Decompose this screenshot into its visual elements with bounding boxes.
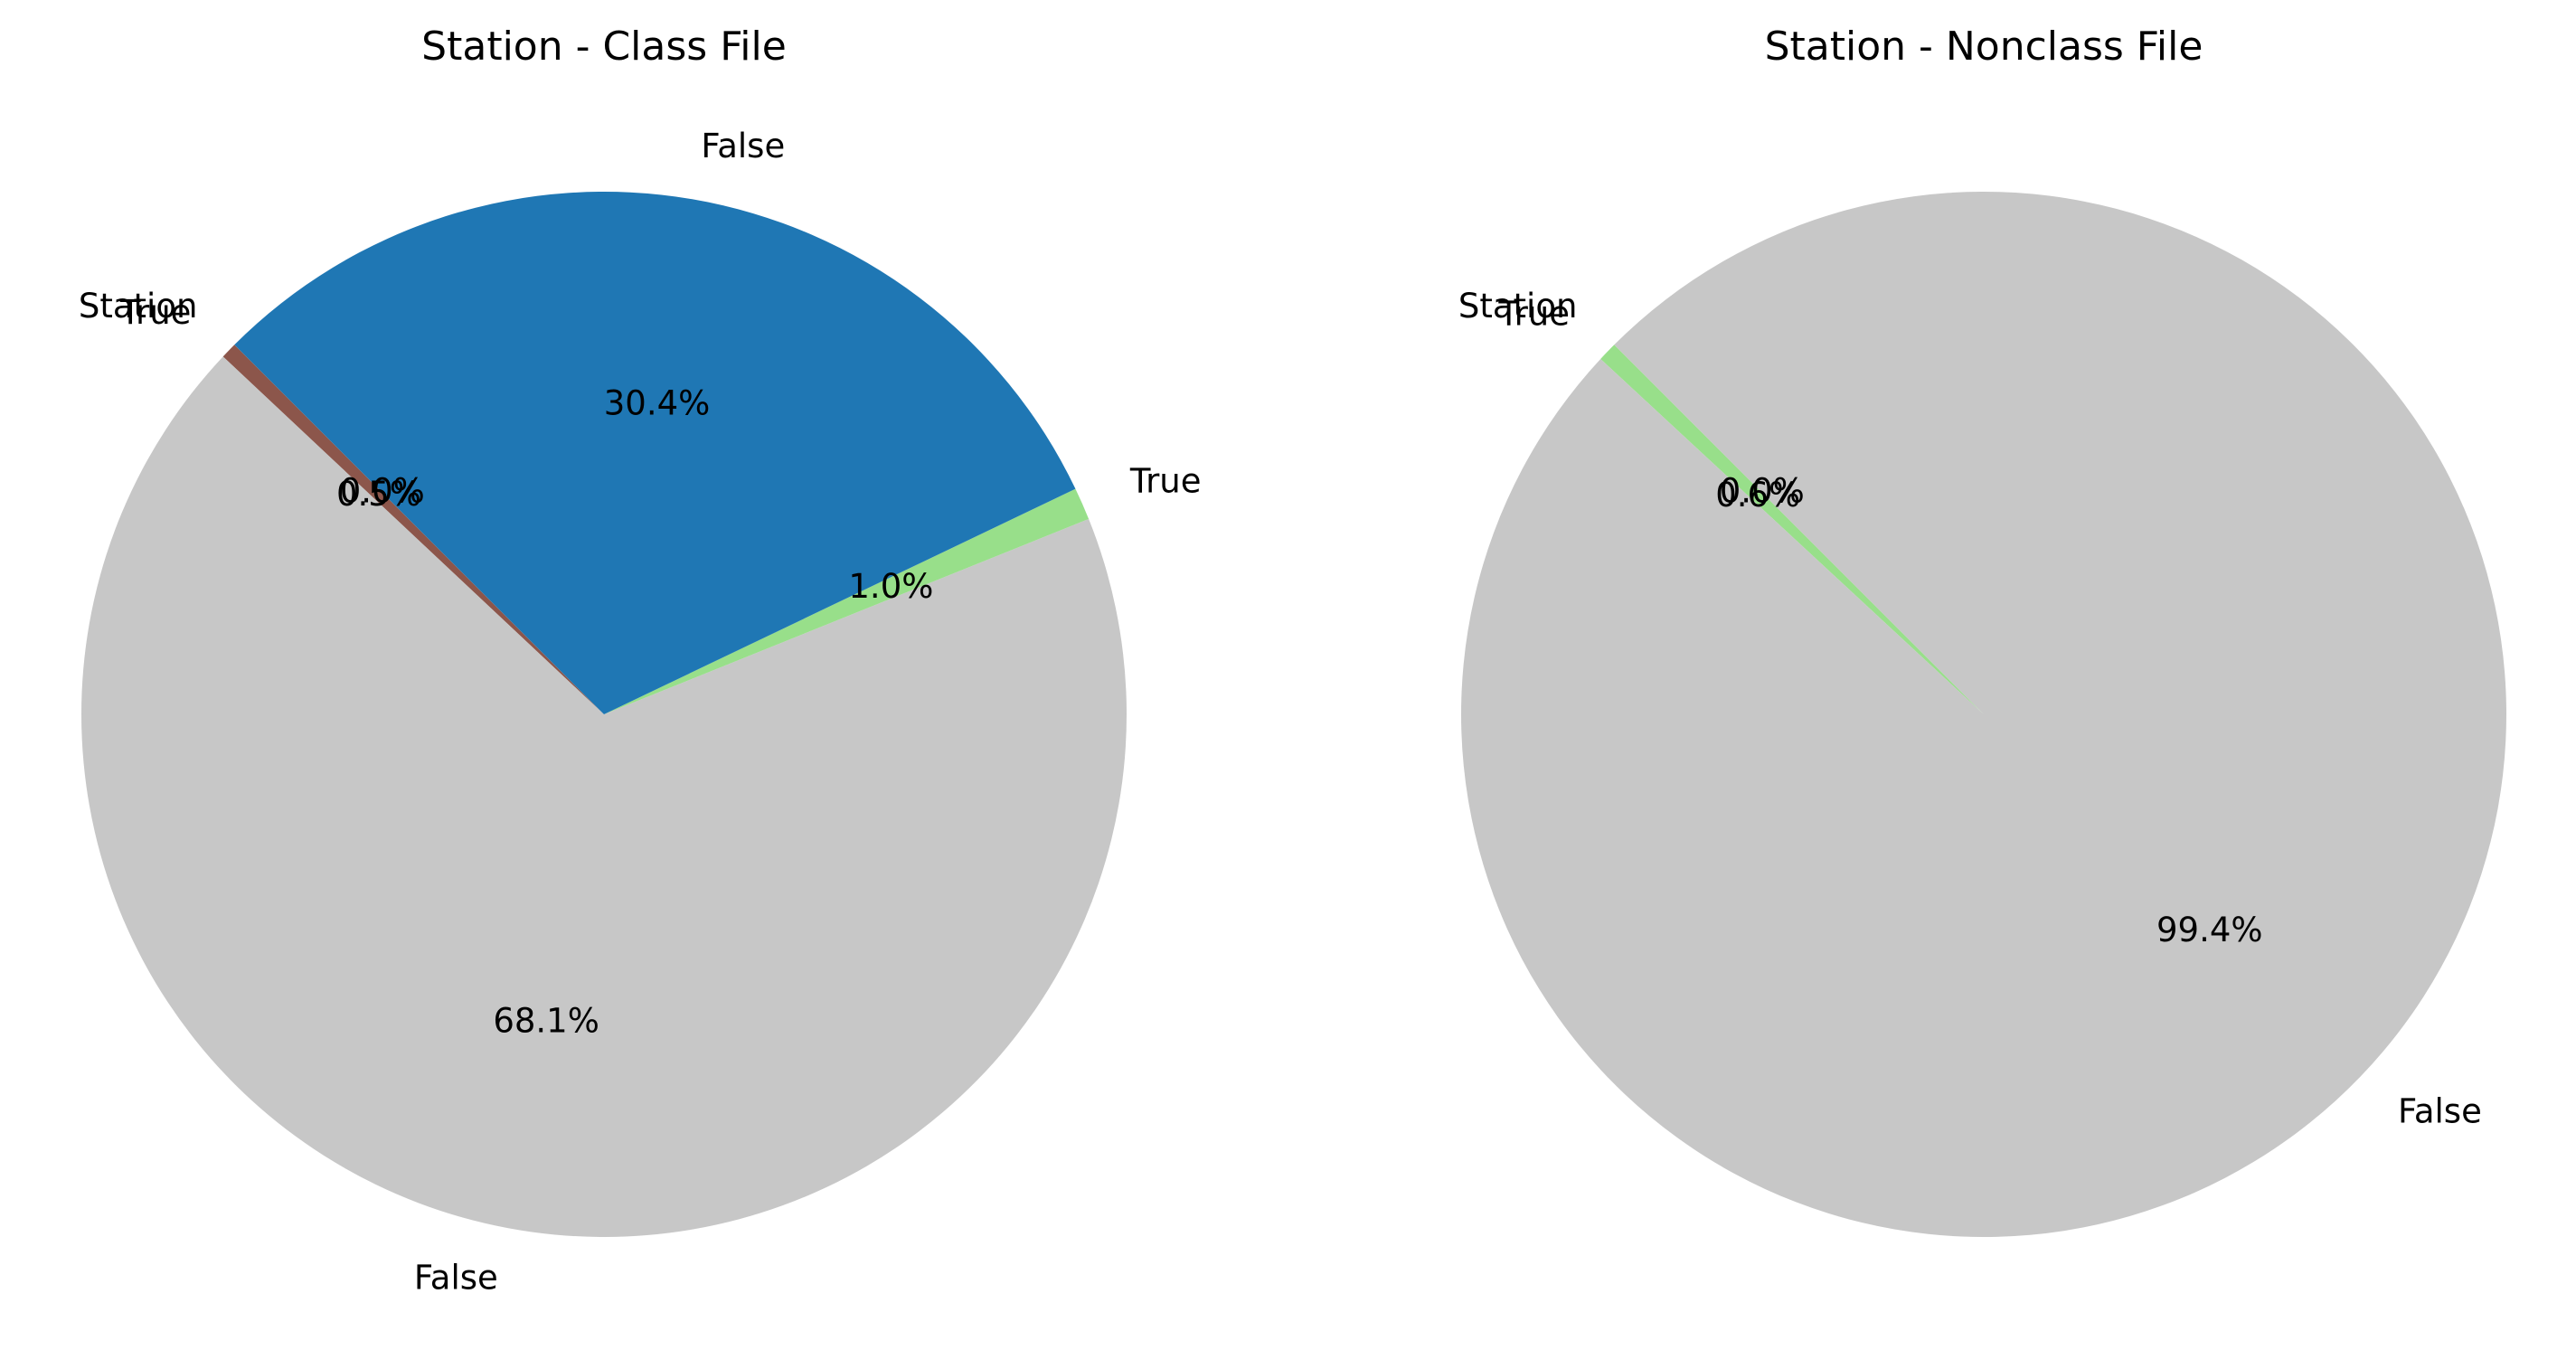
slice-label: True	[1497, 294, 1570, 333]
pie-slice	[222, 345, 604, 714]
slice-percent-label: 0.0%	[1720, 471, 1805, 510]
pie-slice	[1460, 191, 2506, 1238]
pie-slice	[1600, 345, 1984, 714]
slice-percent-label: 1.0%	[848, 567, 933, 606]
chart-title-class-file: Station - Class File	[421, 24, 787, 70]
slice-percent-label: 0.5%	[336, 475, 421, 514]
pie-slice	[81, 356, 1127, 1237]
slice-percent-label: 0.0%	[340, 471, 425, 510]
slice-label: False	[2398, 1092, 2482, 1131]
slice-percent-label: 68.1%	[493, 1001, 599, 1040]
slice-label: False	[701, 127, 785, 165]
slice-percent-label: 0.6%	[1715, 476, 1800, 515]
slice-label: True	[119, 293, 192, 332]
pie-chart-nonclass-file: Station - Nonclass File Station 0.0% True 0…	[1458, 24, 2506, 1238]
chart-title-nonclass-file: Station - Nonclass File	[1765, 24, 2203, 70]
slice-label: True	[1129, 461, 1202, 500]
slice-label: Station	[1458, 287, 1578, 326]
slice-percent-label: 30.4%	[604, 384, 711, 423]
slice-percent-label: 99.4%	[2156, 911, 2263, 949]
pie-chart-class-file: Station - Class File Station 0.0% True 0.5%…	[79, 24, 1202, 1297]
pie-slice	[604, 488, 1090, 714]
pie-slice	[234, 191, 1076, 714]
slice-label: Station	[79, 287, 198, 326]
slice-label: False	[414, 1258, 498, 1297]
